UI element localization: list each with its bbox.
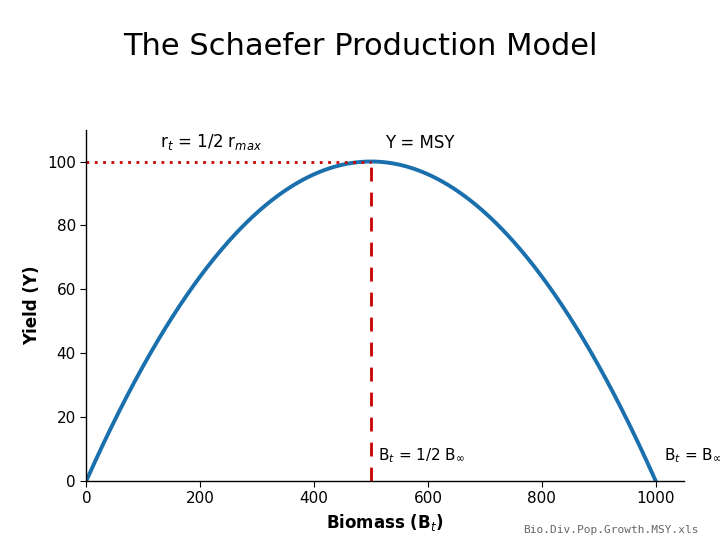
Text: Y = MSY: Y = MSY	[384, 134, 454, 152]
Y-axis label: Yield (Y): Yield (Y)	[24, 265, 42, 345]
Text: r$_t$ = 1/2 r$_{max}$: r$_t$ = 1/2 r$_{max}$	[161, 132, 263, 152]
Text: B$_t$ = B$_\infty$: B$_t$ = B$_\infty$	[664, 446, 720, 464]
X-axis label: Biomass (B$_t$): Biomass (B$_t$)	[326, 511, 444, 532]
Text: The Schaefer Production Model: The Schaefer Production Model	[122, 32, 598, 62]
Text: B$_t$ = 1/2 B$_\infty$: B$_t$ = 1/2 B$_\infty$	[378, 446, 464, 464]
Text: Bio.Div.Pop.Growth.MSY.xls: Bio.Div.Pop.Growth.MSY.xls	[523, 524, 698, 535]
